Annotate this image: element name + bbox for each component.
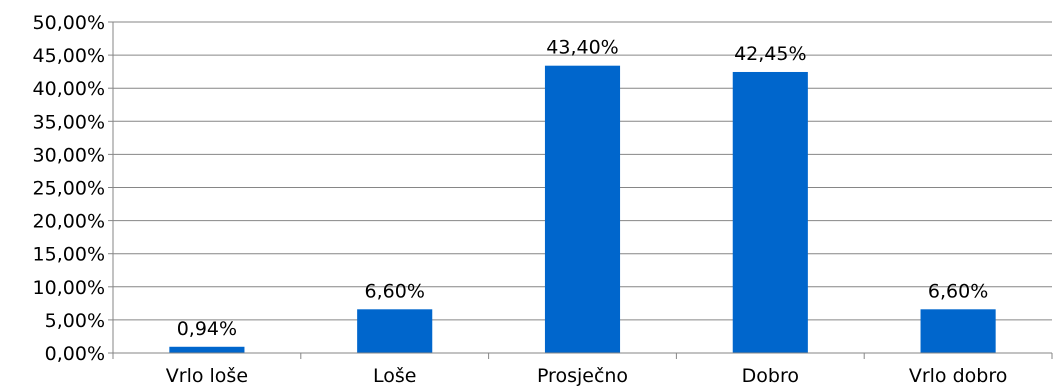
data-label-3: 42,45% bbox=[734, 43, 806, 65]
y-tick-label: 5,00% bbox=[45, 310, 105, 332]
y-tick-label: 50,00% bbox=[33, 12, 105, 34]
y-tick-label: 45,00% bbox=[33, 45, 105, 67]
y-tick-label: 25,00% bbox=[33, 178, 105, 200]
data-labels: 0,94% 6,60% 43,40% 42,45% 6,60% bbox=[177, 37, 989, 340]
axes bbox=[108, 21, 1053, 359]
x-tick-label-3: Dobro bbox=[742, 365, 799, 387]
y-tick-label: 40,00% bbox=[33, 78, 105, 100]
data-label-2: 43,40% bbox=[546, 37, 618, 59]
x-tick-label-2: Prosječno bbox=[537, 365, 628, 387]
bar-2 bbox=[544, 65, 621, 353]
y-tick-label: 10,00% bbox=[33, 277, 105, 299]
y-tick-label: 20,00% bbox=[33, 211, 105, 233]
bar-0 bbox=[169, 346, 245, 353]
y-tick-label: 0,00% bbox=[45, 343, 105, 365]
data-label-4: 6,60% bbox=[928, 280, 988, 302]
bars bbox=[169, 65, 996, 353]
y-tick-label: 35,00% bbox=[33, 111, 105, 133]
y-tick-label: 15,00% bbox=[33, 244, 105, 266]
data-label-1: 6,60% bbox=[365, 280, 425, 302]
x-axis-tick-labels: Vrlo loše Loše Prosječno Dobro Vrlo dobro bbox=[166, 365, 1008, 387]
bar-4 bbox=[920, 309, 996, 353]
x-tick-label-1: Loše bbox=[373, 365, 416, 387]
bar-3 bbox=[732, 71, 808, 353]
x-tick-label-0: Vrlo loše bbox=[166, 365, 248, 387]
y-tick-label: 30,00% bbox=[33, 144, 105, 166]
y-axis-tick-labels: 0,00% 5,00% 10,00% 15,00% 20,00% 25,00% 30,00%… bbox=[33, 12, 105, 365]
data-label-0: 0,94% bbox=[177, 318, 237, 340]
x-tick-label-4: Vrlo dobro bbox=[909, 365, 1008, 387]
bar-1 bbox=[357, 309, 433, 353]
